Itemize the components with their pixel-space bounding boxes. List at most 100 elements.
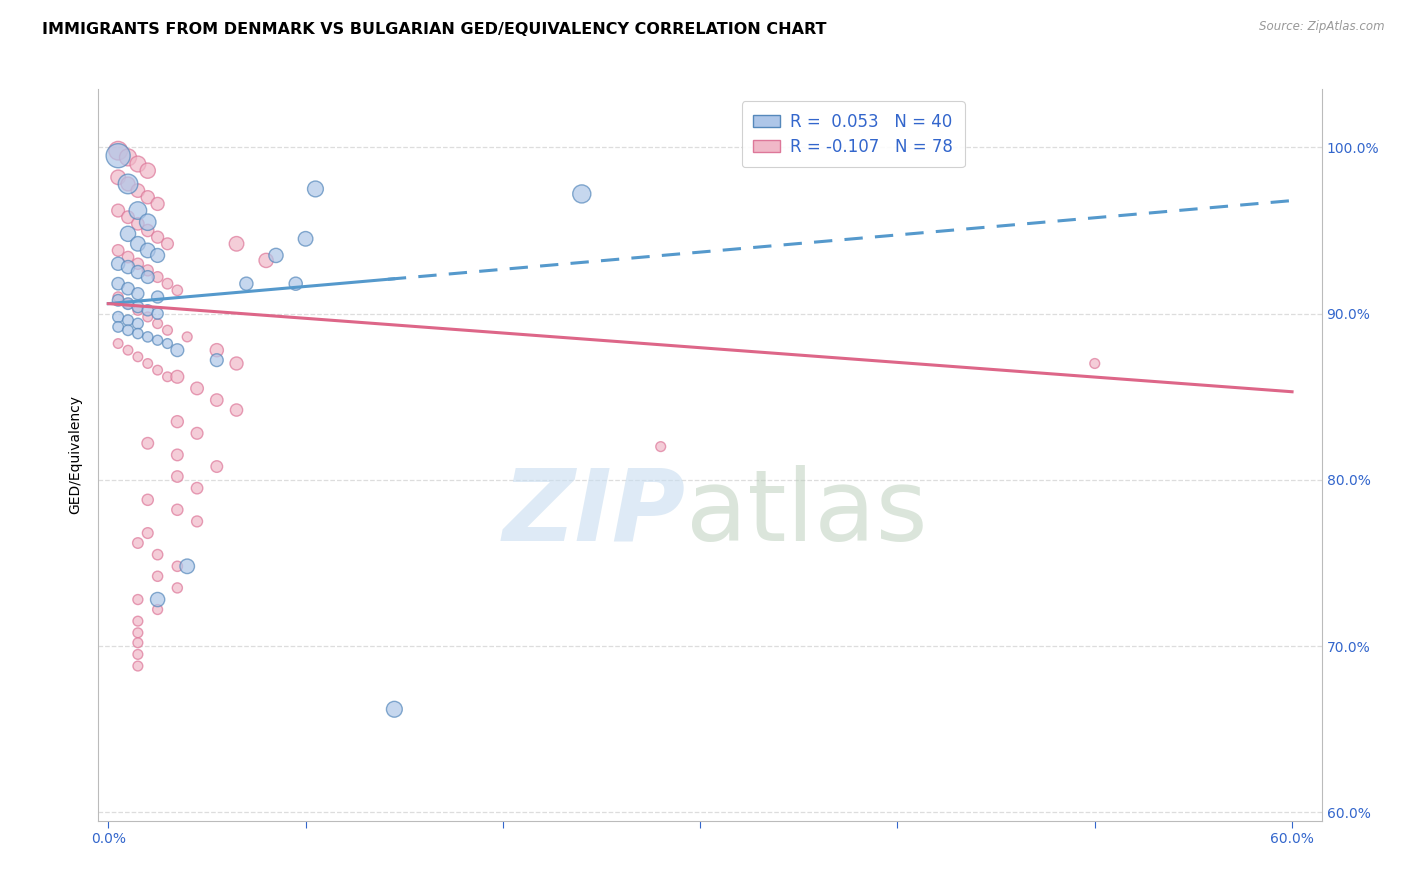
Point	[166, 369, 188, 384]
Point	[146, 230, 169, 244]
Point	[127, 636, 149, 650]
Point	[127, 659, 149, 673]
Point	[146, 569, 169, 583]
Point	[127, 592, 149, 607]
Point	[136, 303, 159, 318]
Point	[571, 186, 593, 201]
Point	[156, 323, 179, 337]
Point	[186, 481, 208, 495]
Point	[107, 293, 129, 308]
Point	[117, 260, 139, 274]
Point	[117, 296, 139, 310]
Point	[136, 436, 159, 450]
Point	[127, 614, 149, 628]
Point	[117, 296, 139, 310]
Point	[136, 526, 159, 541]
Point	[117, 177, 139, 191]
Text: IMMIGRANTS FROM DENMARK VS BULGARIAN GED/EQUIVALENCY CORRELATION CHART: IMMIGRANTS FROM DENMARK VS BULGARIAN GED…	[42, 22, 827, 37]
Point	[146, 602, 169, 616]
Point	[136, 330, 159, 344]
Point	[166, 581, 188, 595]
Point	[127, 317, 149, 331]
Point	[127, 648, 149, 662]
Point	[107, 336, 129, 351]
Point	[254, 253, 277, 268]
Point	[186, 426, 208, 441]
Point	[166, 283, 188, 297]
Point	[235, 277, 257, 291]
Point	[136, 215, 159, 229]
Point	[107, 203, 129, 218]
Point	[107, 290, 129, 304]
Point	[166, 502, 188, 516]
Point	[205, 459, 228, 474]
Point	[127, 300, 149, 314]
Point	[176, 330, 198, 344]
Point	[127, 350, 149, 364]
Point	[136, 244, 159, 258]
Point	[146, 592, 169, 607]
Point	[127, 303, 149, 318]
Point	[136, 223, 159, 237]
Point	[146, 290, 169, 304]
Point	[117, 210, 139, 224]
Point	[304, 182, 326, 196]
Point	[205, 343, 228, 358]
Point	[382, 702, 405, 716]
Point	[107, 257, 129, 271]
Point	[146, 307, 169, 321]
Point	[146, 317, 169, 331]
Point	[107, 310, 129, 324]
Point	[107, 244, 129, 258]
Point	[127, 536, 149, 550]
Point	[127, 265, 149, 279]
Text: atlas: atlas	[686, 465, 927, 562]
Point	[166, 448, 188, 462]
Point	[107, 170, 129, 185]
Point	[186, 381, 208, 395]
Text: ZIP: ZIP	[502, 465, 686, 562]
Point	[117, 343, 139, 358]
Point	[117, 177, 139, 191]
Point	[166, 415, 188, 429]
Point	[225, 403, 247, 417]
Point	[136, 310, 159, 324]
Point	[146, 548, 169, 562]
Y-axis label: GED/Equivalency: GED/Equivalency	[69, 395, 83, 515]
Point	[107, 319, 129, 334]
Point	[127, 217, 149, 231]
Point	[146, 197, 169, 211]
Point	[107, 144, 129, 158]
Point	[127, 157, 149, 171]
Point	[146, 363, 169, 377]
Point	[166, 343, 188, 358]
Point	[117, 313, 139, 327]
Point	[107, 277, 129, 291]
Point	[284, 277, 307, 291]
Point	[136, 270, 159, 285]
Text: Source: ZipAtlas.com: Source: ZipAtlas.com	[1260, 20, 1385, 33]
Point	[225, 236, 247, 251]
Point	[156, 336, 179, 351]
Point	[294, 232, 316, 246]
Point	[136, 263, 159, 277]
Point	[1084, 356, 1107, 370]
Point	[117, 282, 139, 296]
Point	[156, 369, 179, 384]
Point	[146, 333, 169, 347]
Point	[205, 353, 228, 368]
Point	[136, 492, 159, 507]
Point	[156, 277, 179, 291]
Point	[127, 257, 149, 271]
Point	[117, 227, 139, 241]
Point	[136, 356, 159, 370]
Point	[127, 286, 149, 301]
Point	[166, 559, 188, 574]
Point	[136, 163, 159, 178]
Point	[186, 515, 208, 529]
Point	[127, 184, 149, 198]
Point	[225, 356, 247, 370]
Point	[107, 149, 129, 163]
Point	[127, 236, 149, 251]
Point	[127, 203, 149, 218]
